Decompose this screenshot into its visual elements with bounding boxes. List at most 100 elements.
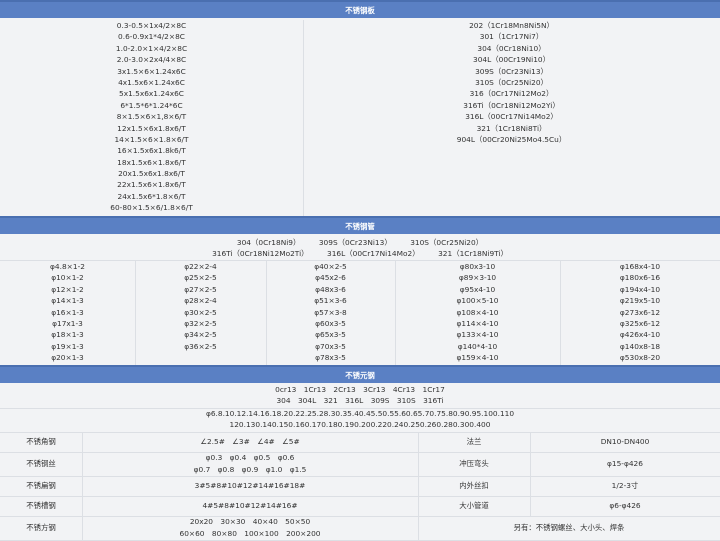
sheet-grade-item: 301（1Cr17Ni7）: [479, 32, 544, 42]
row-value-line: φ0.7 φ0.8 φ0.9 φ1.0 φ1.5: [193, 465, 307, 474]
pipe-size-item: φ180x6-16: [619, 273, 661, 283]
row-label: 不锈槽钢: [26, 501, 56, 510]
sheet-size-item: 16×1.5x6x1.8k6/T: [117, 146, 186, 156]
bar-grades-line: 0cr13 1Cr13 2Cr13 3Cr13 4Cr13 1Cr17: [275, 385, 445, 394]
sheet-size-item: 20x1.5x6x1.8x6/T: [118, 169, 185, 179]
row-value-line: 60×60 80×80 100×100 200×200: [179, 529, 321, 538]
sheet-grade-item: 202（1Cr18Mn8Ni5N）: [469, 21, 554, 30]
pipe-size-item: φ168x4-10: [619, 262, 661, 271]
row-label-2: 内外丝扣: [459, 481, 489, 490]
pipe-size-item: φ140*4-10: [457, 341, 498, 351]
pipe-size-column: φ168x4-10 φ180x6-16 φ194x4-10 φ219x5-10 φ273…: [560, 261, 720, 364]
pipe-size-item: φ25×2-5: [184, 273, 217, 283]
pipe-size-item: φ32×2-5: [184, 318, 217, 328]
sheet-size-item: 18x1.5x6×1.8x6/T: [117, 157, 186, 167]
row-label: 不锈钢丝: [26, 459, 56, 468]
sheet-size-item: 4x1.5x6×1.24x6C: [118, 77, 185, 87]
pipe-size-item: φ27×2-5: [184, 284, 217, 294]
pipe-size-item: φ48x3-6: [315, 284, 346, 294]
pipe-size-item: φ16×1-3: [51, 307, 84, 317]
row-label-2: 法兰: [466, 437, 482, 446]
pipe-size-item: φ18×1-3: [51, 330, 84, 340]
pipe-size-item: φ78x3-5: [315, 353, 346, 363]
pipe-size-item: φ60x3-5: [315, 318, 346, 328]
row-value-2: φ6-φ426: [609, 501, 641, 510]
pipe-size-item: φ70x3-5: [315, 341, 346, 351]
row-value-2: φ15-φ426: [607, 459, 643, 468]
sheet-size-item: 12x1.5×6x1.8x6/T: [117, 123, 186, 133]
pipe-size-item: φ133×4-10: [456, 330, 499, 340]
row-value-2: 1/2-3寸: [611, 481, 639, 490]
pipe-size-item: φ530x8-20: [619, 353, 661, 363]
pipe-size-item: φ95x4-10: [459, 284, 496, 294]
row-value: 3#5#8#10#12#14#16#18#: [82, 476, 418, 496]
pipe-size-item: φ89×3-10: [458, 273, 497, 283]
sheet-size-item: 0.6-0.9x1*4/2×8C: [118, 32, 185, 42]
row-value-line: 3#5#8#10#12#14#16#18#: [194, 481, 306, 490]
row-value-line: φ0.3 φ0.4 φ0.5 φ0.6: [205, 453, 295, 462]
pipe-grades-line: 316Ti（0Cr18Ni12Mo2Ti） 316L（00Cr17Ni14Mo2…: [212, 249, 508, 259]
row-value-line: 20x20 30×30 40×40 50×50: [189, 517, 311, 526]
sheet-grade-item: 304（0Cr18Ni10）: [477, 43, 546, 53]
pipe-size-column: φ22×2-4 φ25×2-5 φ27×2-5 φ28×2-4 φ30×2-5 φ32×2…: [135, 261, 266, 352]
sheet-size-item: 3x1.5×6×1.24x6C: [117, 66, 186, 76]
pipe-size-item: φ80x3-10: [459, 262, 496, 271]
sheet-grades-list: 202（1Cr18Mn8Ni5N） 301（1Cr17Ni7） 304（0Cr18N…: [303, 20, 720, 145]
row-label-2: 冲压弯头: [459, 459, 489, 468]
sheet-size-item: 60-80×1.5×6/1.8×6/T: [110, 203, 193, 213]
sheet-grade-item: 321（1Cr18Ni8Ti）: [476, 123, 547, 133]
pipe-size-item: φ273x6-12: [619, 307, 661, 317]
pipe-size-column: φ4.8×1-2 φ10×1-2 φ12×1-2 φ14×1-3 φ16×1-3 φ17x…: [0, 261, 135, 364]
row-value-2: DN10-DN400: [600, 437, 650, 446]
row-value: 20x20 30×30 40×40 50×50 60×60 80×80 100×1…: [82, 516, 418, 540]
sheet-grade-item: 316L（00Cr17Ni14Mo2）: [465, 112, 558, 122]
sheet-grade-item: 310S（0Cr25Ni20）: [475, 77, 548, 87]
pipe-size-item: φ51×3-6: [314, 296, 347, 306]
sheet-size-item: 6*1.5*6*1.24*6C: [120, 100, 183, 110]
pipe-size-item: φ28×2-4: [184, 296, 217, 306]
pipe-size-item: φ114×4-10: [456, 318, 499, 328]
pipe-size-item: φ40×2-5: [314, 262, 347, 271]
sheet-size-item: 5x1.5x6x1.24x6C: [119, 89, 184, 99]
sheet-grade-item: 304L（00Cr19Ni10）: [473, 55, 550, 65]
pipe-size-item: φ426x4-10: [619, 330, 661, 340]
pipe-size-item: φ12×1-2: [51, 284, 84, 294]
bar-sizes-line: 120.130.140.150.160.170.180.190.200.220.…: [229, 420, 491, 430]
bar-section: 不锈元钢 0cr13 1Cr13 2Cr13 3Cr13 4Cr13 1Cr17…: [0, 365, 720, 541]
sheet-size-item: 1.0-2.0×1×4/2×8C: [115, 43, 188, 53]
sheet-header: 不锈钢板: [0, 0, 720, 18]
row-value-line: 4#5#8#10#12#14#16#: [202, 501, 298, 510]
pipe-grades-line: 304（0Cr18Ni9） 309S（0Cr23Ni13） 310S（0Cr25…: [236, 238, 484, 247]
sheet-sizes-list: 0.3-0.5×1x4/2×8C 0.6-0.9x1*4/2×8C 1.0-2.0×…: [0, 20, 303, 214]
row-value: ∠2.5# ∠3# ∠4# ∠5#: [82, 432, 418, 452]
pipe-size-item: φ34×2-5: [184, 330, 217, 340]
pipe-size-item: φ30×2-5: [184, 307, 217, 317]
pipe-section: 不锈钢管 304（0Cr18Ni9） 309S（0Cr23Ni13） 310S（…: [0, 216, 720, 366]
pipe-size-item: φ194x4-10: [619, 284, 661, 294]
sheet-size-item: 14×1.5×6×1.8×6/T: [114, 134, 189, 144]
sheet-size-item: 8×1.5×6×1,8×6/T: [116, 112, 187, 122]
sheet-size-item: 2.0-3.0×2x4/4×8C: [116, 55, 187, 65]
pipe-size-item: φ22×2-4: [184, 262, 217, 271]
pipe-size-item: φ10×1-2: [51, 273, 84, 283]
pipe-size-item: φ219x5-10: [619, 296, 661, 306]
pipe-size-column: φ40×2-5 φ45x2-6 φ48x3-6 φ51×3-6 φ57×3-8 φ60x3…: [266, 261, 395, 364]
pipe-size-item: φ108×4-10: [456, 307, 499, 317]
row-note: 另有：不锈钢螺丝、大小头、焊条: [513, 523, 625, 532]
sheet-grade-item: 309S（0Cr23Ni13）: [475, 66, 548, 76]
pipe-size-item: φ36×2-5: [184, 341, 217, 351]
pipe-size-item: φ140x8-18: [619, 341, 661, 351]
pipe-size-item: φ57×3-8: [314, 307, 347, 317]
sheet-size-item: 22x1.5x6×1.8x6/T: [117, 180, 186, 190]
bar-header: 不锈元钢: [0, 365, 720, 383]
bar-grades-line: 304 304L 321 316L 309S 310S 316Ti: [276, 396, 444, 406]
sheet-section: 不锈钢板 0.3-0.5×1x4/2×8C 0.6-0.9x1*4/2×8C 1.0…: [0, 0, 720, 217]
pipe-size-item: φ45x2-6: [315, 273, 346, 283]
pipe-size-item: φ100×5-10: [456, 296, 499, 306]
sheet-size-item: 0.3-0.5×1x4/2×8C: [116, 21, 187, 30]
pipe-size-item: φ14×1-3: [51, 296, 84, 306]
pipe-size-item: φ325x6-12: [619, 318, 661, 328]
row-value-line: ∠2.5# ∠3# ∠4# ∠5#: [200, 437, 300, 446]
row-label: 不锈扁钢: [26, 481, 56, 490]
row-value: 4#5#8#10#12#14#16#: [82, 496, 418, 516]
